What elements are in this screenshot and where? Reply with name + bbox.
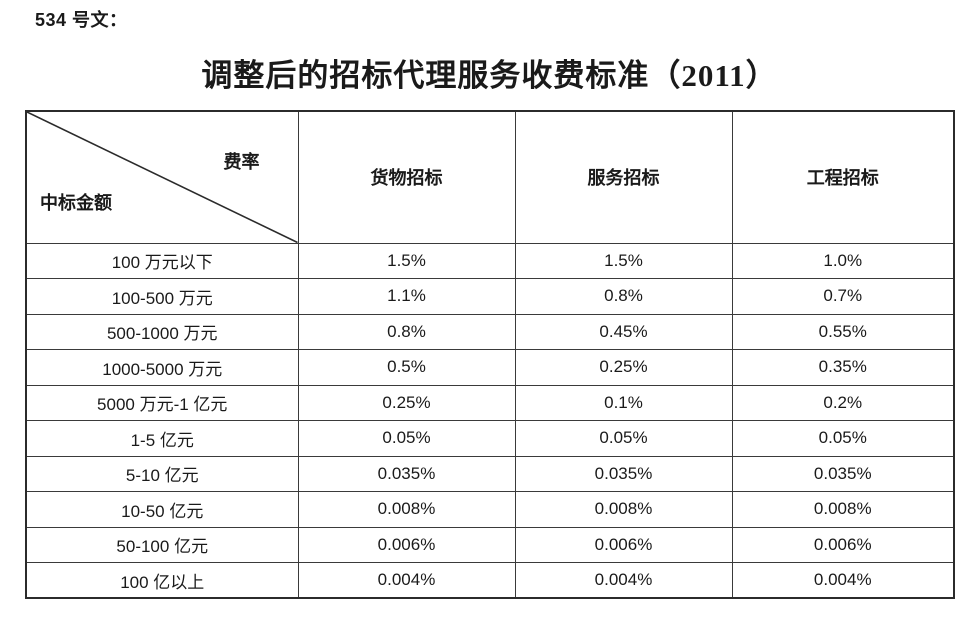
rate-cell: 0.8% xyxy=(297,313,516,350)
rate-cell: 0.035% xyxy=(731,455,955,492)
rate-cell: 0.006% xyxy=(297,526,516,563)
table-row: 5-10 亿元 0.035% 0.035% 0.035% xyxy=(25,455,955,492)
table-row: 100 万元以下 1.5% 1.5% 1.0% xyxy=(25,242,955,279)
rate-cell: 0.8% xyxy=(514,278,733,315)
row-label: 100 亿以上 xyxy=(25,562,299,599)
rate-cell: 0.05% xyxy=(731,420,955,457)
fee-rate-table: 费率 中标金额 货物招标 服务招标 工程招标 100 万元以下 1.5% 1.5… xyxy=(25,110,955,599)
row-label: 5-10 亿元 xyxy=(25,455,299,492)
table-row: 50-100 亿元 0.006% 0.006% 0.006% xyxy=(25,526,955,563)
rate-cell: 0.2% xyxy=(731,384,955,421)
table-row: 100-500 万元 1.1% 0.8% 0.7% xyxy=(25,278,955,315)
table-row: 500-1000 万元 0.8% 0.45% 0.55% xyxy=(25,313,955,350)
rate-cell: 0.004% xyxy=(731,562,955,599)
rate-cell: 1.0% xyxy=(731,242,955,279)
rate-cell: 0.1% xyxy=(514,384,733,421)
row-label: 10-50 亿元 xyxy=(25,491,299,528)
row-label: 5000 万元-1 亿元 xyxy=(25,384,299,421)
rate-cell: 0.05% xyxy=(297,420,516,457)
table-header-row: 费率 中标金额 货物招标 服务招标 工程招标 xyxy=(25,110,955,244)
rate-cell: 0.035% xyxy=(297,455,516,492)
rate-cell: 0.035% xyxy=(514,455,733,492)
diagonal-corner-cell: 费率 中标金额 xyxy=(25,110,299,244)
row-label: 100 万元以下 xyxy=(25,242,299,279)
diagonal-divider-line xyxy=(27,112,298,243)
corner-label-rate: 费率 xyxy=(223,152,260,172)
page-title: 调整后的招标代理服务收费标准（2011） xyxy=(201,58,778,93)
table-row: 1000-5000 万元 0.5% 0.25% 0.35% xyxy=(25,349,955,386)
corner-label-amount: 中标金额 xyxy=(40,192,112,213)
rate-cell: 0.004% xyxy=(514,562,733,599)
row-label: 50-100 亿元 xyxy=(25,526,299,563)
rate-cell: 1.5% xyxy=(297,242,516,279)
rate-cell: 0.5% xyxy=(297,349,516,386)
rate-cell: 0.05% xyxy=(514,420,733,457)
rate-cell: 0.004% xyxy=(297,562,516,599)
column-header-engineering: 工程招标 xyxy=(731,110,955,244)
rate-cell: 0.008% xyxy=(297,491,516,528)
rate-cell: 0.25% xyxy=(514,349,733,386)
table-row: 10-50 亿元 0.008% 0.008% 0.008% xyxy=(25,491,955,528)
column-header-services: 服务招标 xyxy=(514,110,733,244)
doc-number: 534 号文： xyxy=(35,10,128,30)
row-label: 500-1000 万元 xyxy=(25,313,299,350)
rate-cell: 0.55% xyxy=(731,313,955,350)
table-row: 100 亿以上 0.004% 0.004% 0.004% xyxy=(25,562,955,599)
rate-cell: 0.008% xyxy=(731,491,955,528)
rate-cell: 0.006% xyxy=(731,526,955,563)
row-label: 1000-5000 万元 xyxy=(25,349,299,386)
rate-cell: 0.35% xyxy=(731,349,955,386)
rate-cell: 0.7% xyxy=(731,278,955,315)
row-label: 1-5 亿元 xyxy=(25,420,299,457)
row-label: 100-500 万元 xyxy=(25,278,299,315)
rate-cell: 0.006% xyxy=(514,526,733,563)
rate-cell: 1.1% xyxy=(297,278,516,315)
rate-cell: 1.5% xyxy=(514,242,733,279)
rate-cell: 0.008% xyxy=(514,491,733,528)
table-row: 1-5 亿元 0.05% 0.05% 0.05% xyxy=(25,420,955,457)
column-header-goods: 货物招标 xyxy=(297,110,516,244)
rate-cell: 0.45% xyxy=(514,313,733,350)
table-row: 5000 万元-1 亿元 0.25% 0.1% 0.2% xyxy=(25,384,955,421)
rate-cell: 0.25% xyxy=(297,384,516,421)
